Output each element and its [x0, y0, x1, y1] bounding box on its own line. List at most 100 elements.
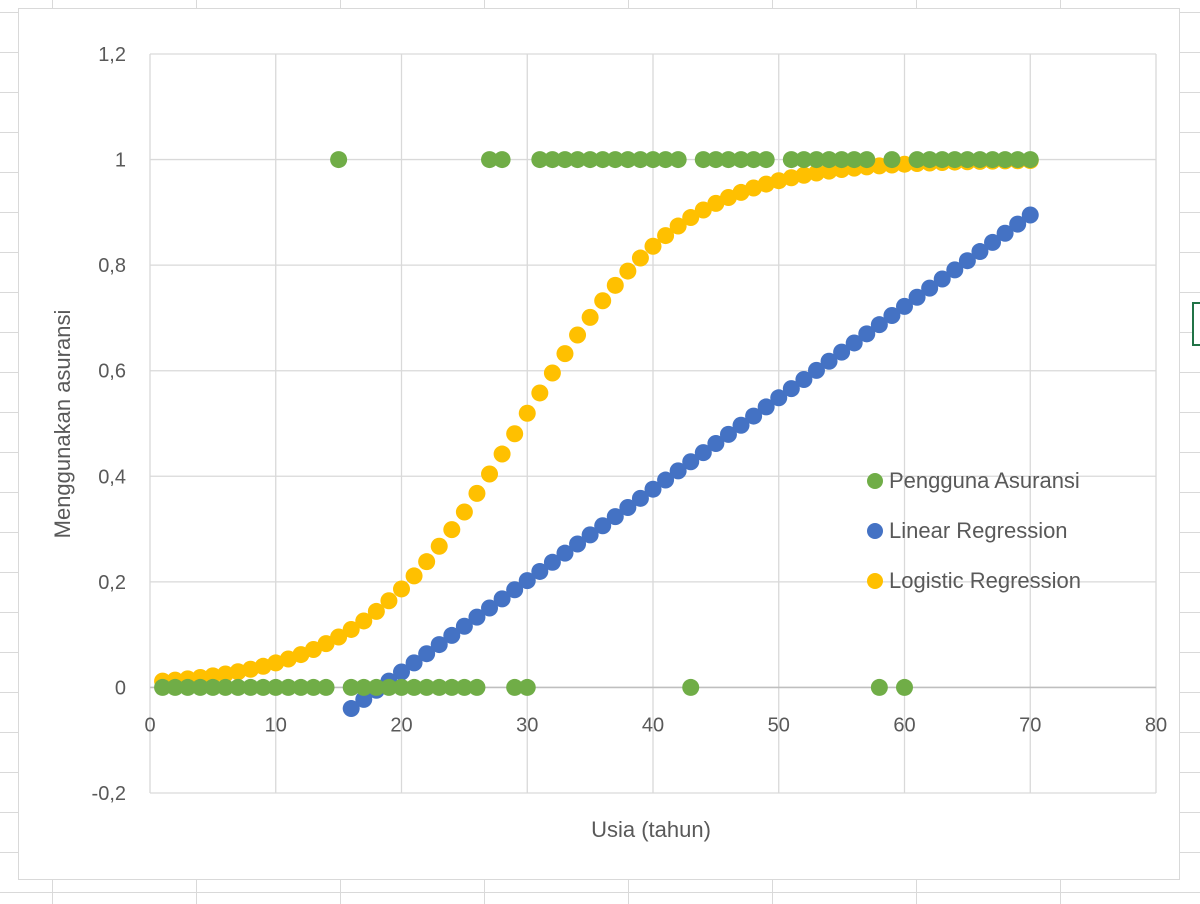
pengguna-asuransi-point — [430, 678, 448, 696]
linear-regression-point — [393, 663, 410, 681]
pengguna-asuransi-point — [204, 678, 222, 696]
linear-regression-point — [958, 252, 976, 270]
linear-regression-point — [682, 453, 700, 471]
linear-regression-point — [493, 590, 511, 608]
linear-regression-point — [782, 380, 800, 398]
linear-regression-point — [883, 307, 901, 325]
x-tick-label: 40 — [642, 714, 664, 736]
pengguna-asuransi-point — [1021, 151, 1039, 169]
pengguna-asuransi-point — [858, 151, 876, 169]
pengguna-asuransi-point — [631, 151, 649, 169]
pengguna-asuransi-point — [958, 151, 976, 169]
linear-regression-point — [506, 581, 524, 599]
pengguna-asuransi-point — [594, 151, 612, 169]
y-tick-labels: -0,2 0 0,2 0,4 0,6 0,8 1 1,2 — [92, 44, 126, 805]
linear-regression-point — [468, 608, 486, 626]
logistic-regression-point — [405, 567, 423, 585]
pengguna-asuransi-point — [166, 678, 184, 696]
linear-regression-point — [657, 471, 675, 489]
pengguna-asuransi-point — [556, 151, 574, 169]
pengguna-asuransi-point — [719, 151, 737, 169]
x-tick-label: 10 — [265, 714, 287, 736]
pengguna-asuransi-point — [279, 678, 297, 696]
pengguna-asuransi-point — [757, 151, 775, 169]
x-axis-title: Usia (tahun) — [591, 817, 711, 842]
legend-label-linear-regression: Linear Regression — [889, 518, 1068, 543]
linear-regression-point — [581, 526, 599, 544]
y-tick-label: 0,6 — [98, 361, 126, 383]
pengguna-asuransi-point — [807, 151, 825, 169]
linear-regression-point — [619, 498, 637, 516]
pengguna-asuransi-point — [581, 151, 599, 169]
pengguna-asuransi-point — [292, 678, 310, 696]
linear-regression-point — [355, 690, 373, 708]
logistic-regression-point — [317, 635, 335, 653]
pengguna-asuransi-point — [971, 151, 989, 169]
linear-regression-point — [694, 444, 712, 462]
logistic-regression-point — [606, 276, 624, 294]
logistic-regression-point — [493, 445, 511, 463]
legend-marker-linear-regression — [867, 523, 883, 539]
logistic-regression-point — [644, 237, 662, 255]
pengguna-asuransi-point — [216, 678, 234, 696]
linear-regression-point — [707, 434, 725, 452]
linear-regression-point — [933, 270, 951, 288]
pengguna-asuransi-point — [657, 151, 675, 169]
linear-regression-point — [569, 535, 587, 553]
logistic-regression-point — [430, 537, 448, 555]
linear-regression-point — [719, 425, 737, 443]
y-tick-label: 0 — [115, 677, 126, 699]
linear-regression-point — [644, 480, 662, 498]
pengguna-asuransi-point — [481, 151, 499, 169]
x-tick-label: 70 — [1019, 714, 1041, 736]
linear-regression-point — [870, 316, 888, 334]
pengguna-asuransi-point — [569, 151, 587, 169]
linear-regression-point — [858, 325, 876, 343]
linear-regression-point — [455, 617, 473, 635]
pengguna-asuransi-point — [191, 678, 209, 696]
linear-regression-point — [770, 389, 788, 407]
pengguna-asuransi-point — [845, 151, 863, 169]
linear-regression-point — [807, 361, 825, 379]
series-points — [154, 151, 1039, 718]
y-tick-label: 0,8 — [98, 255, 126, 277]
pengguna-asuransi-point — [330, 151, 348, 169]
pengguna-asuransi-point — [518, 678, 536, 696]
pengguna-asuransi-point — [531, 151, 549, 169]
linear-regression-point — [481, 599, 499, 617]
pengguna-asuransi-point — [405, 678, 423, 696]
logistic-regression-point — [569, 326, 587, 344]
pengguna-asuransi-point — [418, 678, 436, 696]
logistic-regression-point — [619, 262, 637, 280]
logistic-regression-point — [367, 602, 385, 620]
selected-cell[interactable] — [1192, 302, 1200, 346]
legend-marker-pengguna-asuransi — [867, 473, 883, 489]
logistic-regression-point — [418, 553, 436, 571]
x-tick-label: 30 — [516, 714, 538, 736]
pengguna-asuransi-point — [355, 678, 373, 696]
pengguna-asuransi-point — [342, 678, 360, 696]
linear-regression-point — [795, 371, 813, 389]
pengguna-asuransi-point — [506, 678, 524, 696]
pengguna-asuransi-point — [543, 151, 561, 169]
x-tick-label: 80 — [1145, 714, 1167, 736]
pengguna-asuransi-point — [254, 678, 272, 696]
pengguna-asuransi-point — [782, 151, 800, 169]
linear-regression-point — [732, 416, 750, 434]
pengguna-asuransi-point — [732, 151, 750, 169]
logistic-regression-point — [807, 164, 825, 182]
x-tick-label: 50 — [768, 714, 790, 736]
logistic-regression-point — [355, 612, 373, 630]
pengguna-asuransi-point — [946, 151, 964, 169]
logistic-regression-point — [518, 404, 536, 422]
pengguna-asuransi-point — [367, 678, 385, 696]
y-tick-label: 1 — [115, 150, 126, 172]
pengguna-asuransi-point — [921, 151, 939, 169]
pengguna-asuransi-point — [493, 151, 511, 169]
linear-regression-point — [921, 279, 939, 297]
pengguna-asuransi-point — [179, 678, 197, 696]
pengguna-asuransi-point — [468, 678, 486, 696]
linear-regression-point — [1021, 206, 1039, 224]
linear-regression-point — [833, 343, 851, 361]
linear-regression-point — [342, 700, 360, 718]
